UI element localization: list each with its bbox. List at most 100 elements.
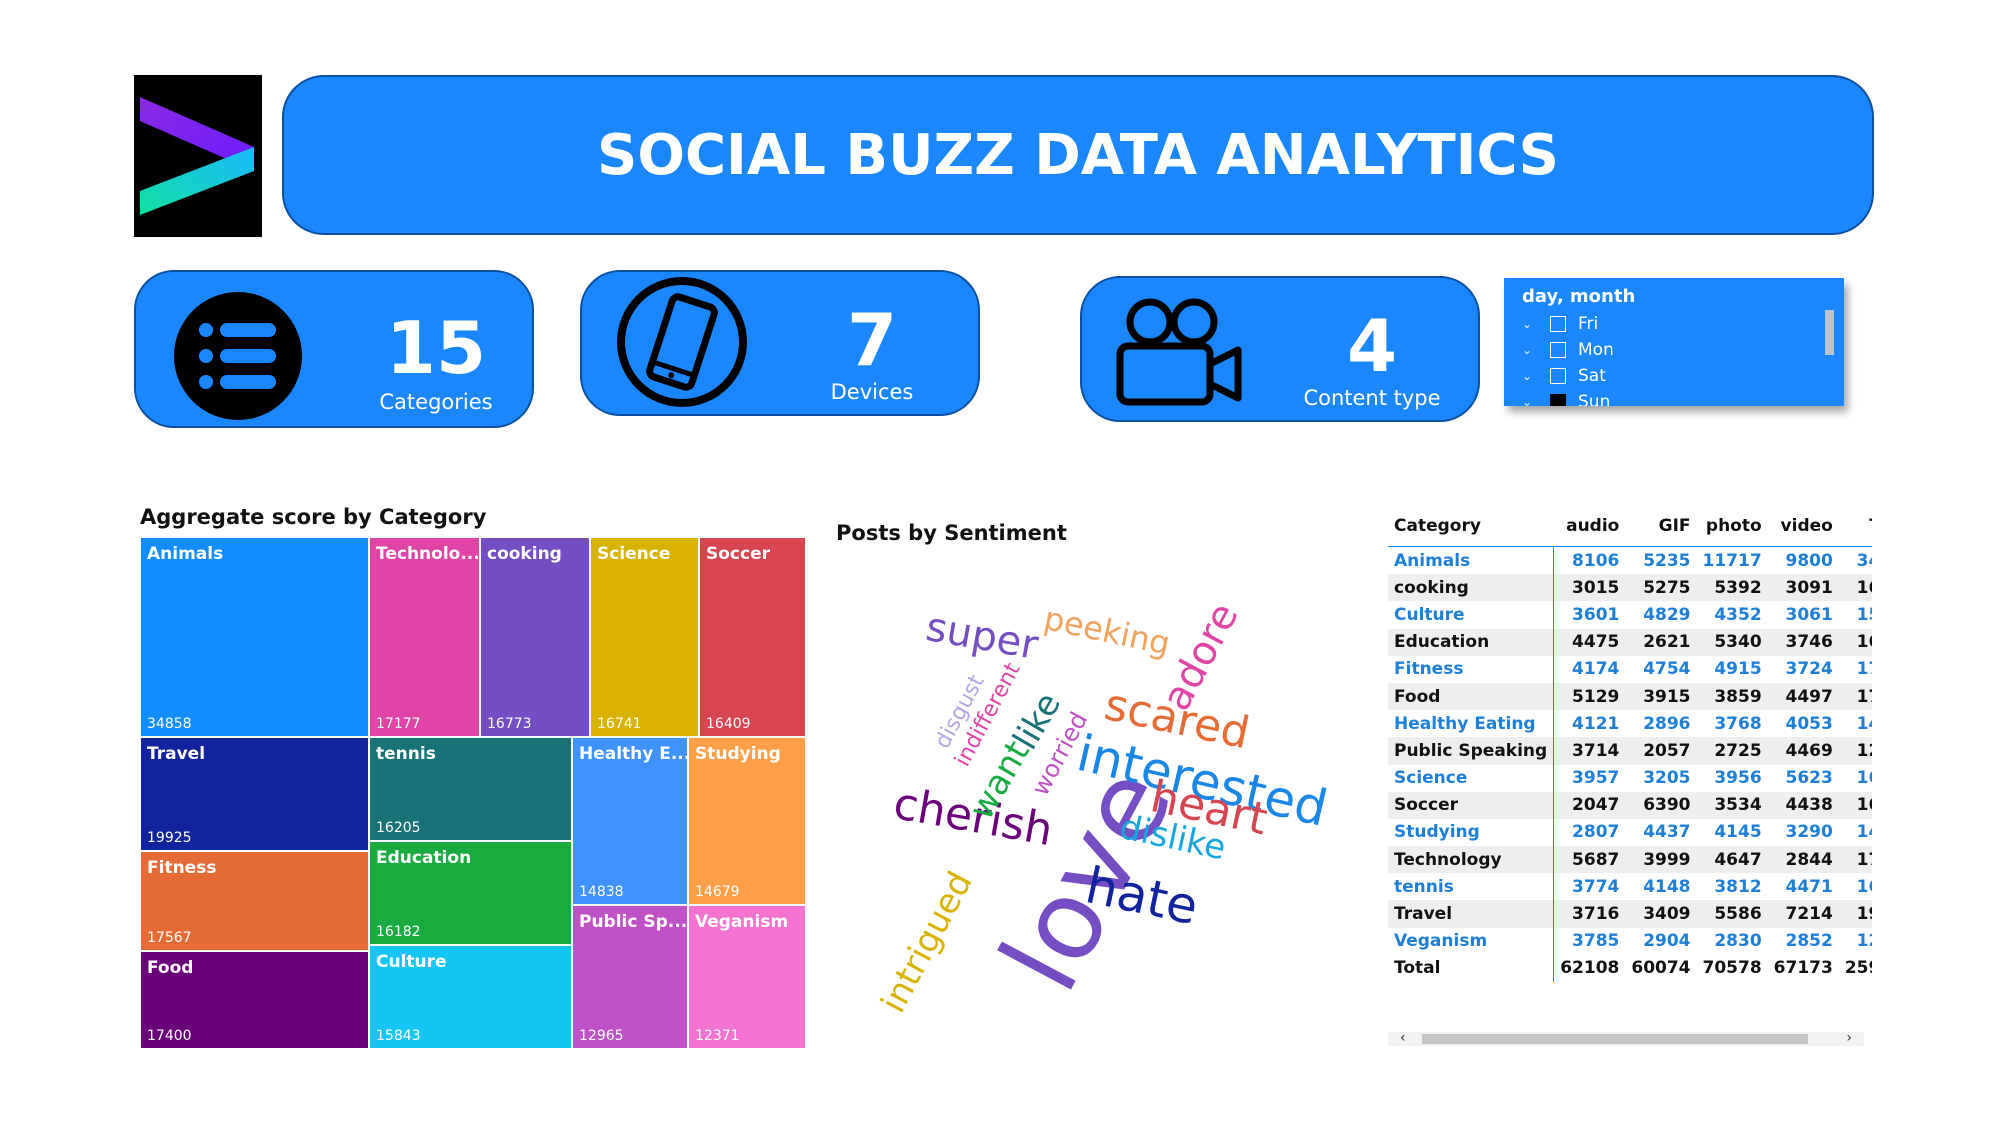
treemap-tile-value: 16409	[706, 716, 751, 732]
kpi-value-categories: 15	[385, 306, 487, 390]
table-row[interactable]: Healthy Eating 4121 2896 3768 4053 14838	[1388, 710, 1872, 738]
column-header[interactable]: Total	[1838, 506, 1872, 547]
table-row[interactable]: Soccer204763903534443816409	[1388, 791, 1872, 819]
table-row[interactable]: Animals 8106 5235 11717 9800 34858	[1388, 546, 1872, 575]
column-header[interactable]: video	[1767, 506, 1839, 547]
treemap-tile[interactable]: Studying 14679	[688, 737, 806, 905]
treemap-tile[interactable]: Science 16741	[590, 537, 699, 737]
sentiment-word[interactable]: super	[922, 604, 1042, 669]
column-header[interactable]: photo	[1696, 506, 1768, 547]
treemap-tile[interactable]: Animals 34858	[140, 537, 369, 737]
day-month-slicer[interactable]: day, month ⌄ Fri ⌄ Mon ⌄ Sat ⌄ Sun	[1504, 278, 1844, 406]
checkbox-checked[interactable]	[1550, 394, 1566, 406]
checkbox[interactable]	[1550, 316, 1566, 332]
column-header[interactable]: GIF	[1625, 506, 1697, 547]
scroll-right-icon[interactable]: ›	[1846, 1030, 1852, 1046]
row-category: Public Speaking	[1388, 737, 1555, 765]
treemap-title: Aggregate score by Category	[140, 505, 487, 529]
chevron-down-icon[interactable]: ⌄	[1522, 369, 1533, 383]
total-value: 62108	[1553, 954, 1626, 982]
column-header[interactable]: audio	[1553, 506, 1626, 547]
treemap-tile[interactable]: Public Sp... 12965	[572, 905, 688, 1049]
cell-value: 4829	[1643, 604, 1691, 625]
mobile-phone-icon	[617, 277, 747, 407]
treemap-tile[interactable]: Education 16182	[369, 841, 572, 945]
table-row[interactable]: Food512939153859449717400	[1388, 682, 1872, 711]
cell-value: 11717	[1702, 550, 1762, 571]
cell-value: 3724	[1785, 659, 1833, 680]
sentiment-word[interactable]: peeking	[1040, 599, 1174, 663]
slicer-item[interactable]: ⌄ Fri	[1522, 312, 1598, 336]
column-header[interactable]: Category	[1388, 506, 1554, 547]
treemap-tile-label: Education	[376, 848, 472, 868]
row-category: Travel	[1388, 900, 1555, 928]
sentiment-wordcloud[interactable]: love super peeking adore scared interested hea…	[836, 560, 1336, 1020]
cell-value: 14838	[1856, 713, 1872, 734]
chevron-down-icon[interactable]: ⌄	[1522, 343, 1533, 357]
cell-value: 5687	[1553, 846, 1626, 874]
scroll-left-icon[interactable]: ‹	[1400, 1030, 1406, 1046]
treemap-tile-label: Public Sp...	[579, 912, 688, 932]
treemap-tile[interactable]: Food 17400	[140, 951, 369, 1049]
matrix-horizontal-scrollbar[interactable]: ‹ ›	[1388, 1030, 1864, 1046]
treemap-tile-value: 14679	[695, 884, 740, 900]
treemap-tile[interactable]: Veganism 12371	[688, 905, 806, 1049]
row-category: Veganism	[1388, 927, 1555, 955]
cell-value: 4148	[1643, 876, 1691, 897]
table-row[interactable]: Studying 2807 4437 4145 3290 14679	[1388, 818, 1872, 847]
table-row[interactable]: tennis 3774 4148 3812 4471 16205	[1388, 873, 1872, 901]
row-category: Fitness	[1388, 655, 1555, 683]
category-treemap[interactable]: Animals 34858 Technolo... 17177 cooking 16773…	[140, 537, 806, 1049]
slicer-item-label: Fri	[1578, 314, 1599, 334]
cell-value: 34858	[1856, 550, 1872, 571]
cell-value: 3714	[1553, 737, 1626, 765]
chevron-down-icon[interactable]: ⌄	[1522, 395, 1533, 406]
kpi-value-content-type: 4	[1346, 304, 1398, 388]
row-category: Animals	[1388, 546, 1555, 575]
brand-logo	[134, 75, 262, 237]
cell-value: 2047	[1553, 791, 1626, 819]
table-row[interactable]: Veganism 3785 2904 2830 2852 12371	[1388, 927, 1872, 955]
table-row[interactable]: Fitness 4174 4754 4915 3724 17567	[1388, 655, 1872, 683]
treemap-tile[interactable]: tennis 16205	[369, 737, 572, 841]
scrollbar-thumb[interactable]	[1422, 1034, 1808, 1044]
treemap-tile[interactable]: Culture 15843	[369, 945, 572, 1049]
cell-value: 4352	[1714, 604, 1762, 625]
table-row[interactable]: Travel371634095586721419925	[1388, 900, 1872, 928]
treemap-tile[interactable]: Travel 19925	[140, 737, 369, 851]
table-row[interactable]: Technology568739994647284417177	[1388, 846, 1872, 874]
table-row[interactable]: Science 3957 3205 3956 5623 16741	[1388, 764, 1872, 792]
slicer-item[interactable]: ⌄ Mon	[1522, 338, 1614, 362]
cell-value: 4174	[1572, 659, 1620, 680]
matrix-table: CategoryaudioGIFphotovideoTotalAnimals81…	[1388, 506, 1872, 982]
cell-value: 3859	[1696, 682, 1768, 711]
cell-value: 5623	[1785, 768, 1833, 789]
table-row[interactable]: Culture 3601 4829 4352 3061 15843	[1388, 601, 1872, 629]
slicer-scrollbar[interactable]	[1825, 310, 1834, 355]
slicer-item[interactable]: ⌄ Sun	[1522, 390, 1610, 406]
treemap-tile[interactable]: Fitness 17567	[140, 851, 369, 951]
table-row[interactable]: Public Speaking371420572725446912965	[1388, 737, 1872, 765]
treemap-tile[interactable]: cooking 16773	[480, 537, 590, 737]
treemap-tile[interactable]: Soccer 16409	[699, 537, 806, 737]
kpi-label-devices: Devices	[830, 380, 914, 404]
row-category: Food	[1388, 682, 1555, 711]
cell-value: 3999	[1625, 846, 1697, 874]
kpi-label-content-type: Content type	[1303, 386, 1441, 410]
sentiment-word[interactable]: intrigued	[873, 865, 981, 1020]
checkbox[interactable]	[1550, 368, 1566, 384]
cell-value: 17400	[1838, 682, 1872, 711]
total-label: Total	[1388, 954, 1555, 982]
cell-value: 5392	[1696, 574, 1768, 602]
checkbox[interactable]	[1550, 342, 1566, 358]
treemap-tile[interactable]: Technolo... 17177	[369, 537, 480, 737]
table-row[interactable]: cooking301552755392309116773	[1388, 574, 1872, 602]
slicer-item[interactable]: ⌄ Sat	[1522, 364, 1606, 388]
cell-value: 5235	[1643, 550, 1691, 571]
chevron-down-icon[interactable]: ⌄	[1522, 317, 1533, 331]
table-row[interactable]: Education447526215340374616182	[1388, 628, 1872, 656]
total-value: 60074	[1625, 954, 1697, 982]
cell-value: 2844	[1767, 846, 1839, 874]
category-content-matrix[interactable]: CategoryaudioGIFphotovideoTotalAnimals81…	[1388, 506, 1872, 986]
treemap-tile[interactable]: Healthy E... 14838	[572, 737, 688, 905]
